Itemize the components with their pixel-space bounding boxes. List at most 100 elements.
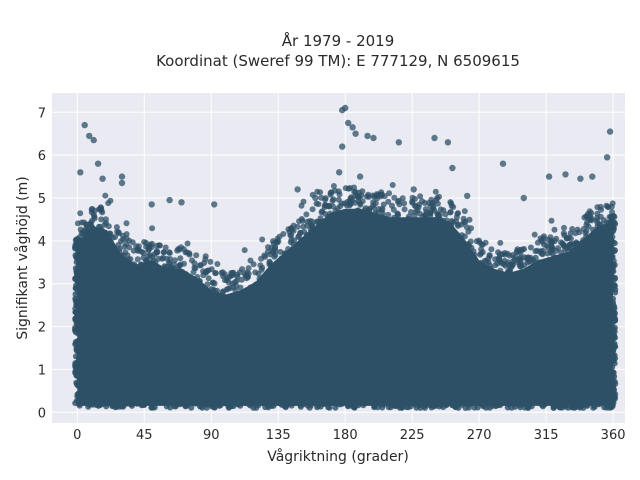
data-point (218, 269, 225, 276)
data-point (515, 291, 522, 298)
data-point (300, 198, 307, 205)
data-point (192, 400, 199, 407)
data-point (123, 231, 130, 238)
data-point (493, 396, 500, 403)
data-point (205, 267, 212, 274)
outlier-point (444, 139, 452, 146)
data-point (610, 257, 617, 264)
data-point (422, 239, 429, 246)
x-tick-label: 225 (400, 428, 425, 443)
data-point (609, 200, 616, 207)
data-point (479, 397, 486, 404)
data-point (436, 403, 443, 410)
data-point (322, 210, 329, 217)
data-point (75, 281, 82, 288)
data-point (611, 360, 618, 367)
data-point (112, 404, 119, 411)
data-point (278, 398, 285, 405)
x-tick-label: 90 (203, 428, 220, 443)
data-point (191, 264, 198, 271)
data-point (460, 253, 467, 260)
y-tick-label: 0 (38, 406, 46, 421)
data-point (72, 329, 79, 336)
data-point (326, 404, 333, 411)
data-point (395, 197, 402, 204)
data-point (303, 231, 310, 238)
data-point (363, 193, 370, 200)
outlier-point (370, 134, 377, 142)
outlier-point (211, 201, 218, 208)
data-point (417, 193, 424, 200)
data-point (288, 225, 295, 232)
data-point (538, 397, 545, 403)
data-point (203, 309, 210, 316)
data-point (373, 230, 380, 237)
data-point (338, 211, 345, 218)
data-point (285, 246, 292, 252)
data-point (460, 398, 467, 405)
data-point (304, 222, 311, 229)
data-point (335, 196, 342, 203)
data-point (525, 254, 532, 261)
data-point (400, 224, 407, 231)
data-point (448, 222, 455, 229)
data-point (461, 208, 468, 215)
outlier-point (562, 171, 569, 178)
data-point (356, 193, 362, 200)
data-point (430, 205, 437, 212)
data-point (572, 230, 579, 237)
data-point (296, 396, 303, 403)
data-point (230, 306, 237, 313)
data-point (114, 228, 121, 235)
data-point (480, 403, 487, 410)
data-point (476, 266, 483, 273)
data-point (427, 237, 434, 243)
data-point (203, 401, 210, 408)
data-point (363, 219, 370, 226)
outlier-point (589, 173, 596, 180)
data-point (202, 285, 209, 292)
outlier-point (312, 194, 319, 202)
data-point (295, 233, 302, 240)
data-point (495, 249, 502, 256)
data-point (184, 284, 190, 291)
data-point (147, 279, 154, 286)
data-point (238, 295, 245, 302)
data-point (162, 291, 169, 297)
data-point (416, 401, 423, 408)
data-point (612, 310, 618, 317)
data-point (608, 315, 615, 322)
data-point (101, 221, 108, 228)
data-point (195, 297, 202, 304)
data-point (498, 281, 505, 288)
data-point (214, 261, 221, 267)
data-point (329, 197, 336, 204)
data-point (143, 257, 149, 264)
data-point (74, 271, 80, 278)
data-point (337, 203, 344, 210)
data-point (98, 216, 105, 223)
data-point (597, 203, 604, 210)
data-point (76, 304, 83, 310)
data-point (375, 236, 382, 243)
data-point (412, 231, 419, 238)
data-point (313, 241, 320, 248)
data-point (73, 381, 80, 387)
data-point (239, 266, 246, 273)
data-point (609, 373, 616, 380)
data-point (245, 270, 252, 277)
data-point (287, 262, 294, 269)
data-point (403, 397, 409, 404)
data-point (87, 236, 94, 243)
data-point (398, 241, 405, 248)
data-point (276, 263, 283, 269)
data-point (389, 202, 395, 209)
data-point (114, 261, 121, 268)
data-point (504, 259, 511, 266)
data-point (599, 241, 606, 248)
outlier-point (356, 173, 364, 180)
data-point (243, 308, 250, 315)
data-point (405, 215, 412, 222)
data-point (374, 209, 381, 216)
data-point (573, 252, 580, 259)
